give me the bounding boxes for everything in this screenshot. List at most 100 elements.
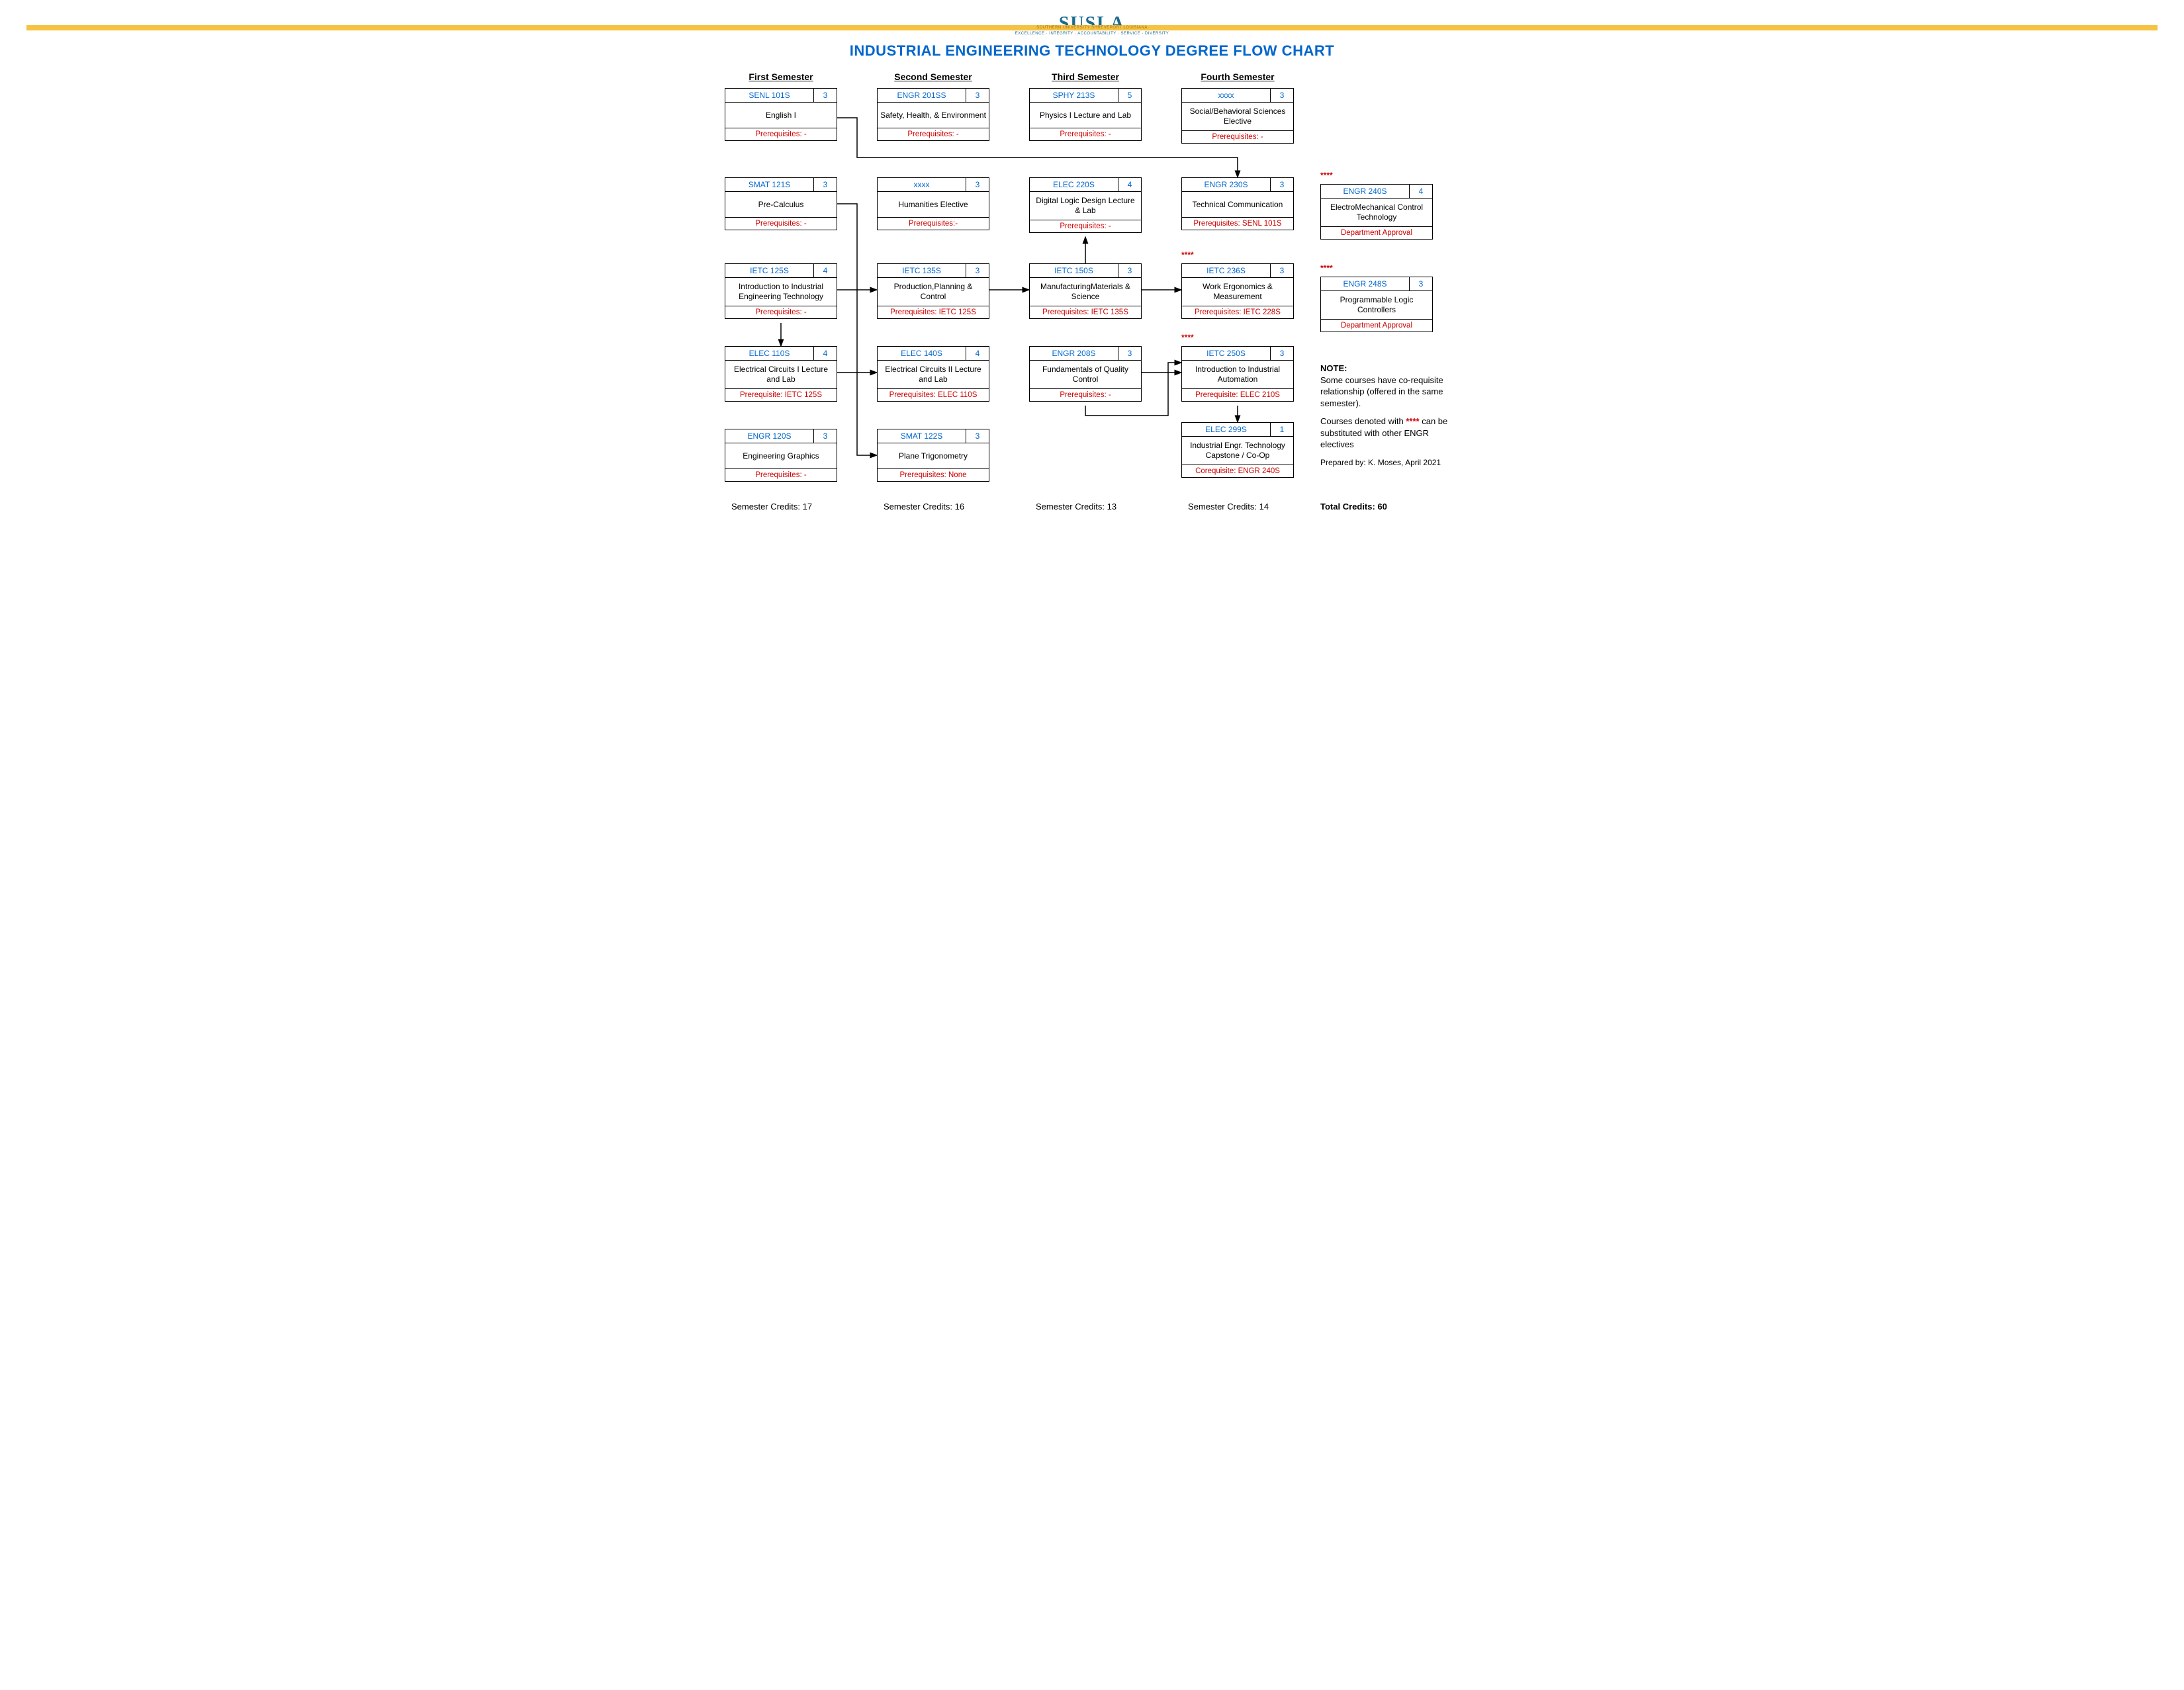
course-prereq: Prerequisites: - [725,217,837,230]
course-credits: 3 [1271,347,1293,360]
course-box-smat122s: SMAT 122S3Plane TrigonometryPrerequisite… [877,429,989,482]
semester-credits: Semester Credits: 13 [1036,502,1116,511]
page-title: INDUSTRIAL ENGINEERING TECHNOLOGY DEGREE… [26,42,2158,60]
logo-text: SUSLA [1059,13,1125,34]
course-code: ELEC 299S [1182,423,1271,436]
course-box-elec299s: ELEC 299S1Industrial Engr. Technology Ca… [1181,422,1294,478]
course-credits: 1 [1271,423,1293,436]
asterisk-marker: **** [1320,171,1333,180]
course-code: ELEC 220S [1030,178,1118,191]
semester-credits: Semester Credits: 16 [884,502,964,511]
course-name: Production,Planning & Control [878,278,989,306]
note-p1: Some courses have co-requisite relations… [1320,375,1443,408]
course-code: ENGR 248S [1321,277,1410,290]
course-name: ElectroMechanical Control Technology [1321,199,1432,226]
course-box-engr201ss: ENGR 201SS3Safety, Health, & Environment… [877,88,989,141]
course-credits: 3 [814,178,837,191]
course-name: Fundamentals of Quality Control [1030,361,1141,388]
course-box-smat121s: SMAT 121S3Pre-CalculusPrerequisites: - [725,177,837,230]
course-code: ENGR 208S [1030,347,1118,360]
course-prereq: Prerequisites: - [725,468,837,481]
course-code: ENGR 240S [1321,185,1410,198]
course-box-ietc236s: IETC 236S3Work Ergonomics & MeasurementP… [1181,263,1294,319]
course-code: IETC 236S [1182,264,1271,277]
course-box-engr230s: ENGR 230S3Technical CommunicationPrerequ… [1181,177,1294,230]
course-prereq: Prerequisites: IETC 125S [878,306,989,318]
course-credits: 4 [1410,185,1432,198]
course-box-xxxx2: xxxx3Humanities ElectivePrerequisites:- [877,177,989,230]
course-credits: 4 [814,264,837,277]
course-box-engr240s: ENGR 240S4ElectroMechanical Control Tech… [1320,184,1433,240]
course-box-ietc150s: IETC 150S3ManufacturingMaterials & Scien… [1029,263,1142,319]
course-prereq: Prerequisites: - [878,128,989,140]
note-p2a: Courses denoted with [1320,416,1406,426]
asterisk-marker: **** [1181,250,1194,259]
course-code: xxxx [1182,89,1271,102]
semester-header: Third Semester [1029,71,1142,82]
course-name: ManufacturingMaterials & Science [1030,278,1141,306]
course-credits: 3 [1271,178,1293,191]
course-code: IETC 125S [725,264,814,277]
course-box-sphy213s: SPHY 213S5Physics I Lecture and LabPrere… [1029,88,1142,141]
course-name: Pre-Calculus [725,192,837,217]
note-block: NOTE: Some courses have co-requisite rel… [1320,363,1453,474]
course-prereq: Department Approval [1321,319,1432,332]
course-code: ENGR 120S [725,429,814,443]
course-box-elec140s: ELEC 140S4Electrical Circuits II Lecture… [877,346,989,402]
course-name: Technical Communication [1182,192,1293,217]
course-name: Electrical Circuits II Lecture and Lab [878,361,989,388]
course-box-engr208s: ENGR 208S3Fundamentals of Quality Contro… [1029,346,1142,402]
course-box-xxxx4: xxxx3Social/Behavioral Sciences Elective… [1181,88,1294,144]
course-credits: 3 [1118,347,1141,360]
course-code: ELEC 110S [725,347,814,360]
semester-credits: Semester Credits: 14 [1188,502,1269,511]
course-credits: 4 [814,347,837,360]
course-credits: 5 [1118,89,1141,102]
course-prereq: Corequisite: ENGR 240S [1182,465,1293,477]
course-name: English I [725,103,837,128]
course-name: Electrical Circuits I Lecture and Lab [725,361,837,388]
course-prereq: Prerequisites: - [1182,130,1293,143]
course-credits: 3 [966,89,989,102]
course-name: Work Ergonomics & Measurement [1182,278,1293,306]
course-prereq: Prerequisites: - [1030,220,1141,232]
course-code: ENGR 201SS [878,89,966,102]
course-code: ENGR 230S [1182,178,1271,191]
course-prereq: Prerequisite: ELEC 210S [1182,388,1293,401]
course-name: Humanities Elective [878,192,989,217]
course-name: Safety, Health, & Environment [878,103,989,128]
semester-credits: Semester Credits: 17 [731,502,812,511]
course-name: Introduction to Industrial Engineering T… [725,278,837,306]
course-prereq: Prerequisites: - [1030,128,1141,140]
course-name: Plane Trigonometry [878,443,989,468]
course-name: Physics I Lecture and Lab [1030,103,1141,128]
course-code: SPHY 213S [1030,89,1118,102]
semester-header: Second Semester [877,71,989,82]
course-name: Engineering Graphics [725,443,837,468]
course-box-engr120s: ENGR 120S3Engineering GraphicsPrerequisi… [725,429,837,482]
arrow-smat121s-to-smat122s [837,204,877,455]
course-credits: 3 [966,264,989,277]
course-name: Social/Behavioral Sciences Elective [1182,103,1293,130]
course-prereq: Prerequisites:- [878,217,989,230]
course-code: SMAT 121S [725,178,814,191]
course-name: Introduction to Industrial Automation [1182,361,1293,388]
course-credits: 3 [1271,264,1293,277]
course-box-senl101s: SENL 101S3English IPrerequisites: - [725,88,837,141]
course-credits: 3 [1118,264,1141,277]
logo-band: SOUTHERN UNIVERSITY SHREVEPORT LOUISIANA [26,25,2158,30]
course-credits: 3 [966,429,989,443]
course-box-engr248s: ENGR 248S3Programmable Logic Controllers… [1320,277,1433,332]
course-code: IETC 150S [1030,264,1118,277]
course-code: IETC 250S [1182,347,1271,360]
course-name: Digital Logic Design Lecture & Lab [1030,192,1141,220]
course-code: SENL 101S [725,89,814,102]
course-credits: 3 [1271,89,1293,102]
course-box-ietc250s: IETC 250S3Introduction to Industrial Aut… [1181,346,1294,402]
course-credits: 3 [966,178,989,191]
course-prereq: Prerequisite: IETC 125S [725,388,837,401]
course-credits: 3 [814,89,837,102]
course-prereq: Prerequisites: IETC 228S [1182,306,1293,318]
course-prereq: Department Approval [1321,226,1432,239]
course-code: SMAT 122S [878,429,966,443]
